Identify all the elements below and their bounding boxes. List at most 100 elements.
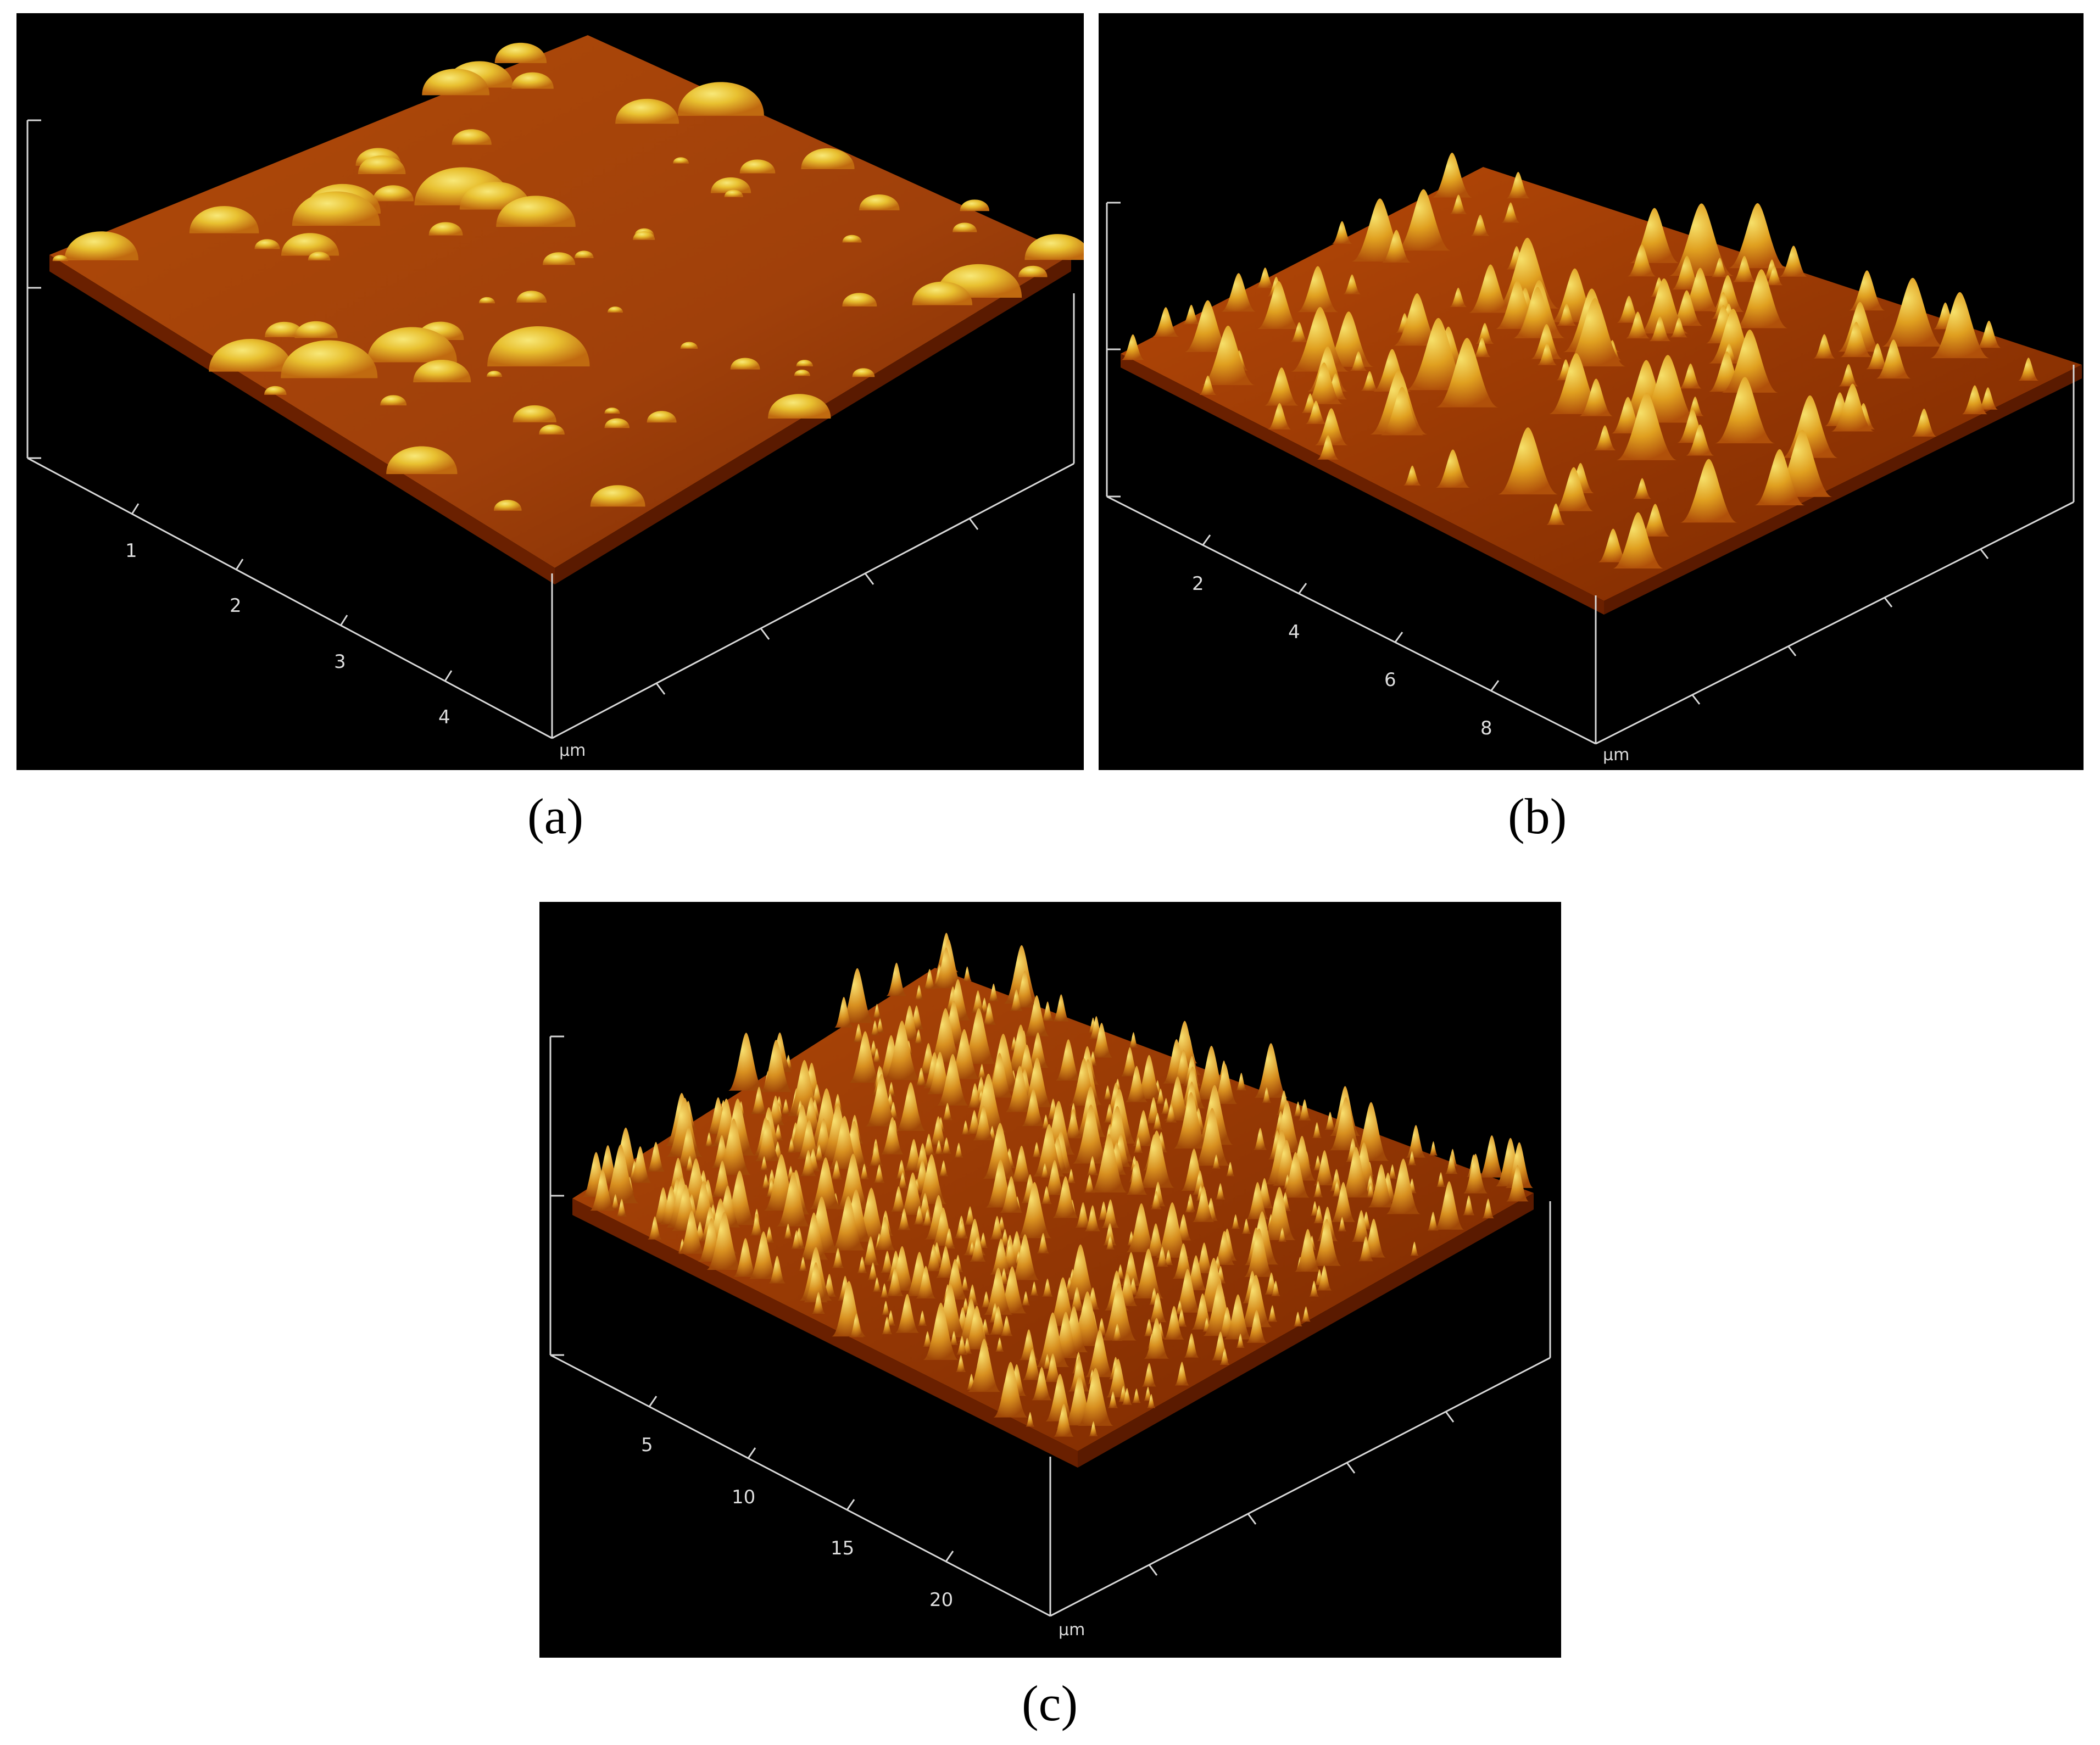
surface-peak [1332, 221, 1352, 244]
surface-peak [972, 1106, 995, 1141]
surface-peak [1241, 1218, 1251, 1234]
surface-peak [1297, 266, 1339, 313]
surface-peak [1506, 171, 1530, 199]
surface-peak [868, 1142, 883, 1166]
surface-peak [1627, 244, 1657, 277]
surface-peak [915, 1265, 936, 1299]
surface-peak [1126, 1203, 1157, 1252]
surface-peak [1013, 971, 1037, 1008]
surface-peak [1290, 306, 1350, 372]
surface-peak [922, 1133, 936, 1156]
surface-peak [1224, 1294, 1252, 1340]
surface-peak [853, 1023, 865, 1042]
surface-peak [966, 1284, 979, 1305]
surface-peak [589, 1169, 616, 1211]
surface-peak [680, 342, 698, 349]
surface-peak [1005, 1066, 1034, 1112]
surface-peak [1294, 1229, 1322, 1272]
surface-peak [799, 1212, 829, 1260]
surface-peak [981, 1291, 991, 1308]
surface-peak [64, 231, 139, 261]
surface-peak [367, 327, 457, 363]
surface-peak [413, 360, 471, 383]
x-tick-label: 2 [1192, 573, 1204, 595]
surface-peak [898, 1172, 908, 1189]
surface-peak [887, 1081, 896, 1096]
surface-peak [1107, 1391, 1118, 1408]
surface-peak [914, 1029, 923, 1044]
surface-peak [1462, 1195, 1475, 1216]
surface-peak [1172, 1243, 1195, 1279]
surface-peak [1184, 1333, 1199, 1358]
surface-peak [1978, 387, 1998, 410]
surface-peak [1132, 1388, 1141, 1403]
surface-peak [1018, 265, 1048, 277]
surface-peak [1505, 1142, 1534, 1188]
surface-peak [1053, 1403, 1074, 1437]
surface-peak [913, 1205, 926, 1225]
surface-peak [982, 1123, 1018, 1179]
surface-peak [1090, 1023, 1113, 1058]
surface-peak [1463, 1153, 1488, 1194]
surface-peak [728, 1033, 765, 1091]
caption-a: (a) [527, 788, 584, 844]
surface-peak [1393, 293, 1441, 346]
surface-peak [768, 394, 831, 419]
surface-peak [964, 1206, 976, 1225]
surface-peak [890, 1186, 907, 1212]
surface-peak [1141, 1363, 1157, 1387]
surface-peak [1338, 1217, 1347, 1231]
surface-peak [1330, 1182, 1356, 1222]
surface-peak [516, 291, 547, 303]
surface-peak [1010, 1234, 1039, 1280]
surface-peak [962, 967, 972, 982]
surface-peak [1070, 1287, 1085, 1311]
surface-peak [1388, 1164, 1397, 1179]
surface-peak [982, 1002, 996, 1025]
x-tick-label: 2 [230, 595, 242, 617]
surface-peak [1148, 1292, 1167, 1323]
surface-peak [787, 1138, 796, 1153]
surface-peak [1429, 1141, 1438, 1156]
surface-peak [1410, 1241, 1419, 1256]
surface-peak [832, 1094, 844, 1113]
surface-peak [1163, 1306, 1185, 1340]
afm-panel-a: 1 2 3 4 µm [16, 13, 1084, 770]
surface-peak [1239, 1274, 1273, 1328]
afm-surface-b: 2 4 6 8 µm [1106, 152, 2082, 765]
surface-peak [923, 1302, 959, 1360]
afm-surface-c: 5 10 15 20 µm [549, 933, 1551, 1640]
surface-peak [1132, 1110, 1155, 1146]
surface-peak [590, 485, 645, 507]
surface-peak [264, 386, 287, 395]
surface-peak [1679, 363, 1702, 389]
x-tick-label: 15 [831, 1537, 854, 1559]
surface-peak [1639, 278, 1689, 334]
surface-peak [1236, 1334, 1245, 1348]
surface-peak [1537, 343, 1557, 365]
surface-peak [1112, 1323, 1123, 1341]
surface-peak [834, 996, 854, 1028]
surface-peak [913, 1143, 932, 1172]
surface-plane [1121, 167, 2082, 601]
surface-peak [1052, 994, 1070, 1022]
surface-peak [937, 1053, 969, 1106]
surface-peak [895, 1082, 926, 1131]
surface-peak [1262, 1087, 1272, 1103]
surface-peak [912, 281, 973, 305]
surface-peak [895, 1159, 907, 1179]
surface-peak [1616, 392, 1678, 460]
surface-peak [1837, 302, 1883, 352]
surface-peak [971, 990, 985, 1013]
surface-peak [1431, 152, 1473, 198]
surface-peak [917, 1311, 927, 1326]
surface-peak [1084, 1329, 1115, 1378]
surface-peak [790, 1230, 803, 1249]
surface-peak [916, 1154, 948, 1205]
surface-peak [995, 1337, 1004, 1352]
surface-peak [955, 1354, 967, 1372]
surface-peak [800, 1150, 817, 1177]
surface-peak [1501, 202, 1520, 223]
axes-b [1106, 202, 2075, 745]
unit-label: µm [1603, 745, 1629, 765]
